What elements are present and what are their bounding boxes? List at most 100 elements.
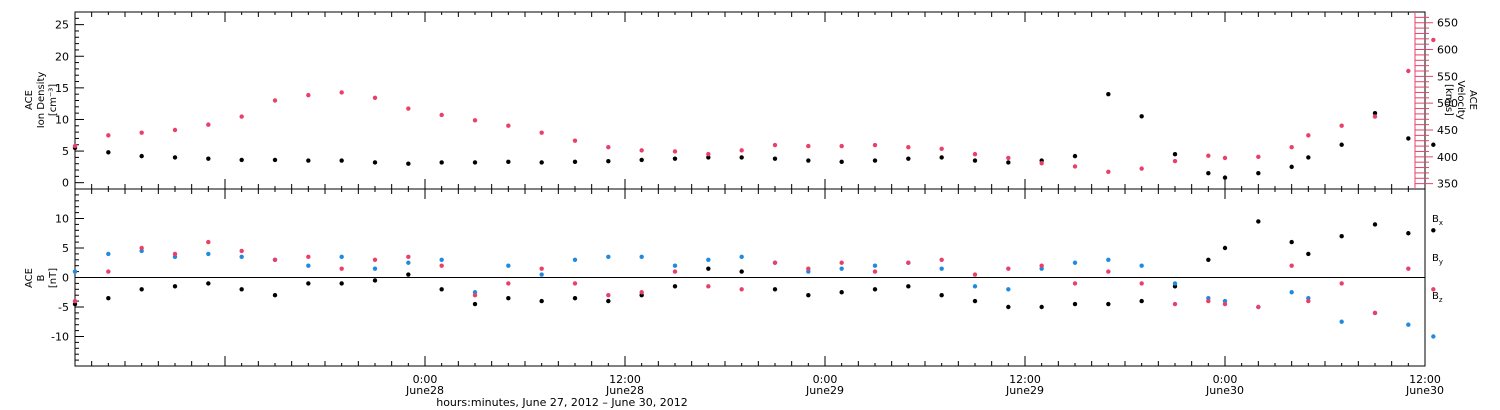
by-point: [639, 254, 644, 260]
velocity-point: [106, 133, 111, 138]
date-tick-label: June29: [805, 384, 844, 397]
ion-density-point: [1106, 91, 1111, 97]
by-point: [539, 272, 544, 277]
bz-point: [806, 266, 811, 271]
bx-point: [172, 284, 178, 289]
by-point: [939, 266, 944, 271]
time-axis: 0:00June2812:00June280:00June2912:00June…: [405, 373, 1444, 397]
bz-point: [572, 281, 578, 286]
bx-point: [539, 298, 544, 304]
bz-point: [1172, 301, 1178, 307]
ion-density-point: [806, 158, 811, 163]
legend-bx-letter: B: [1432, 214, 1439, 225]
bz-point: [1039, 263, 1044, 268]
velocity-point: [906, 144, 911, 150]
ion-density-point: [272, 157, 278, 163]
bz-point: [906, 260, 911, 265]
bz-point: [972, 272, 978, 277]
bz-point: [1222, 301, 1228, 307]
ion-density-point: [406, 161, 411, 166]
bz-point: [772, 260, 778, 265]
minor-ticks: [91, 12, 1409, 366]
bx-point: [1039, 304, 1044, 310]
ion-density-point: [306, 158, 311, 163]
ion-density-point: [1289, 164, 1294, 170]
velocity-tick-label: 450: [1437, 124, 1458, 137]
bx-point: [506, 295, 511, 301]
velocity-axis-title-line1: ACE: [1467, 90, 1478, 110]
magnetic-field-axis-title-line3: [nT]: [48, 268, 59, 288]
velocity-axis-title: ACE Velocity [km/s]: [1443, 80, 1478, 119]
bx-point: [106, 295, 111, 301]
ion-density-point: [1431, 142, 1436, 147]
by-point: [439, 257, 444, 262]
legend-by-letter: B: [1432, 253, 1439, 264]
ion-density-point: [1339, 142, 1344, 147]
velocity-point: [739, 148, 744, 153]
bz-point: [206, 239, 211, 245]
bx-point: [739, 269, 744, 274]
velocity-point: [239, 114, 244, 119]
bz-point: [1289, 263, 1294, 268]
ion-density-point: [1222, 175, 1228, 180]
bz-point: [706, 284, 711, 289]
bx-point: [1339, 234, 1344, 239]
bz-point: [1139, 281, 1144, 286]
velocity-point: [1006, 155, 1011, 161]
time-tick-label: 0:00: [1213, 373, 1238, 386]
bx-point: [572, 295, 578, 301]
velocity-point: [1039, 161, 1044, 166]
by-point: [306, 263, 311, 268]
bx-point: [206, 281, 211, 286]
velocity-point: [372, 95, 378, 101]
by-point: [672, 263, 678, 268]
bx-point: [139, 287, 144, 292]
by-point: [339, 254, 344, 260]
bz-point: [1431, 287, 1436, 292]
velocity-point: [1206, 153, 1211, 158]
bz-point: [1072, 281, 1078, 286]
time-tick-label: 12:00: [1009, 373, 1041, 386]
ion-density-point: [172, 155, 178, 160]
bx-point: [1006, 304, 1011, 310]
density-velocity-plot-area: [72, 37, 1436, 180]
ion-density-point: [672, 156, 678, 161]
bx-point: [439, 287, 444, 292]
date-tick-label: June30: [1405, 384, 1444, 397]
ion-density-axis-title: ACE Ion Density [cm⁻³]: [24, 72, 59, 129]
ion-density-tick-label: 15: [55, 82, 69, 95]
ion-density-point: [706, 155, 711, 160]
time-tick-label: 0:00: [413, 373, 438, 386]
bz-point: [839, 260, 844, 265]
bz-point: [472, 293, 478, 298]
ion-density-point: [472, 160, 478, 165]
bx-point: [1206, 257, 1211, 262]
by-point: [1006, 287, 1011, 292]
bz-point: [372, 257, 378, 262]
by-point: [372, 266, 378, 271]
bz-point: [1306, 298, 1311, 304]
legend-bz-letter: B: [1432, 291, 1439, 302]
time-tick-label: 12:00: [609, 373, 641, 386]
time-tick-label: 0:00: [813, 373, 838, 386]
by-point: [972, 284, 978, 289]
velocity-tick-label: 600: [1437, 44, 1458, 57]
velocity-point: [72, 143, 78, 149]
by-point: [1139, 263, 1144, 268]
magnetic-field-tick-label: 5: [62, 242, 69, 255]
by-point: [872, 263, 878, 268]
bz-point: [1372, 310, 1378, 316]
velocity-point: [639, 148, 644, 153]
bx-point: [272, 293, 278, 298]
velocity-point: [1072, 164, 1078, 169]
velocity-point: [772, 142, 778, 148]
magnetic-field-axis: -10 -5 0 5 10: [51, 194, 84, 361]
by-point: [239, 254, 244, 260]
date-tick-label: June29: [1005, 384, 1044, 397]
bx-point: [1431, 228, 1436, 233]
ion-density-axis: 0 5 10 15 20 25: [55, 17, 84, 190]
bz-point: [272, 257, 278, 262]
bz-point: [106, 269, 111, 274]
bz-point: [339, 266, 344, 271]
